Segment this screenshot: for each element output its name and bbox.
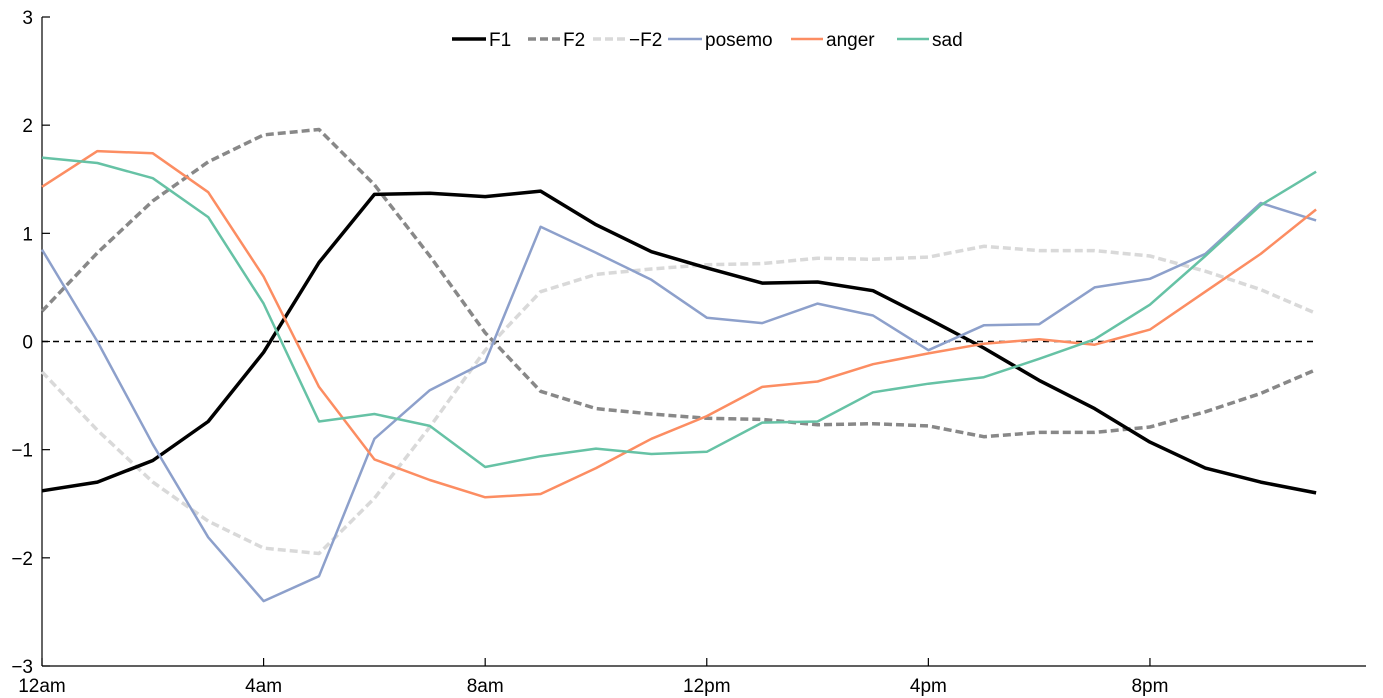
y-tick-label: 3	[22, 8, 33, 29]
x-tick-label: 4pm	[910, 676, 947, 697]
y-tick-label: −2	[11, 549, 33, 570]
series-line-f2-neg	[40, 244, 1317, 556]
x-tick-label: 8pm	[1131, 676, 1168, 697]
x-tick-label: 12am	[18, 676, 66, 697]
series-line-anger	[41, 149, 1317, 499]
legend-label: posemo	[705, 30, 773, 51]
y-tick-label: 1	[22, 224, 33, 245]
y-tick-label: 2	[22, 116, 33, 137]
series-layer	[40, 127, 1317, 603]
y-tick-label: 0	[22, 333, 33, 354]
y-tick-label: −1	[11, 441, 33, 462]
series-line-posemo	[40, 201, 1317, 603]
series-line-f1	[41, 189, 1317, 495]
x-tick-label: 12pm	[683, 676, 731, 697]
x-tick-label: 4am	[245, 676, 282, 697]
series-line-f2	[40, 127, 1317, 439]
legend-label: sad	[932, 30, 963, 51]
y-tick-label: −3	[11, 657, 33, 678]
legend-label: F1	[489, 30, 511, 51]
series-line-sad	[41, 156, 1317, 469]
x-tick-label: 8am	[467, 676, 504, 697]
legend: F1 F2 −F2 posemo anger sad	[452, 30, 963, 51]
legend-label: F2	[563, 30, 585, 51]
legend-label: anger	[826, 30, 875, 51]
legend-label: −F2	[629, 30, 662, 51]
